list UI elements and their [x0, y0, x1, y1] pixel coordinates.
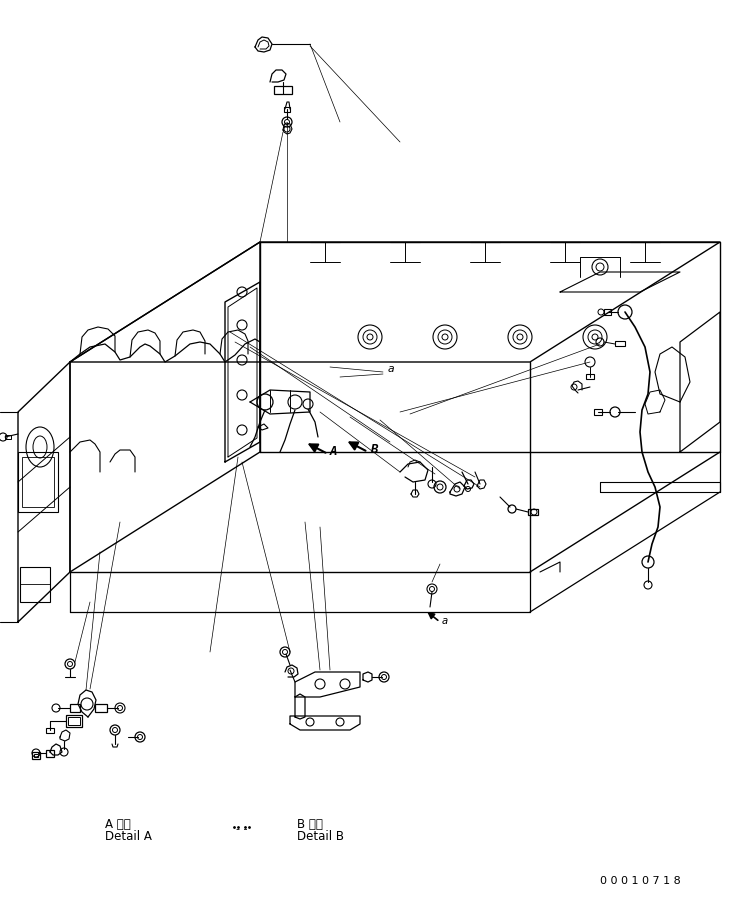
- Bar: [46, 728, 54, 733]
- Bar: [46, 750, 54, 757]
- Text: Detail A: Detail A: [105, 830, 152, 843]
- Bar: [528, 509, 538, 515]
- Bar: [68, 717, 80, 725]
- Bar: [34, 754, 38, 757]
- Text: a: a: [388, 364, 394, 374]
- Text: - -: - -: [236, 824, 247, 834]
- Bar: [604, 309, 611, 315]
- Bar: [5, 435, 11, 439]
- Text: B 詳細: B 詳細: [297, 818, 323, 831]
- Text: A 詳細: A 詳細: [105, 818, 131, 831]
- Bar: [95, 704, 107, 712]
- Bar: [615, 341, 625, 346]
- Text: A: A: [330, 445, 338, 458]
- Bar: [586, 374, 594, 379]
- Bar: [284, 107, 290, 112]
- Text: Detail B: Detail B: [297, 830, 344, 843]
- Bar: [594, 409, 602, 415]
- Bar: [18, 452, 58, 512]
- Bar: [20, 567, 50, 602]
- Text: a: a: [442, 616, 448, 626]
- Bar: [32, 752, 40, 759]
- Text: B: B: [370, 443, 377, 456]
- Bar: [66, 715, 82, 727]
- Bar: [70, 704, 80, 712]
- Text: 0 0 0 1 0 7 1 8: 0 0 0 1 0 7 1 8: [600, 876, 681, 886]
- Bar: [22, 457, 54, 507]
- Bar: [274, 86, 292, 94]
